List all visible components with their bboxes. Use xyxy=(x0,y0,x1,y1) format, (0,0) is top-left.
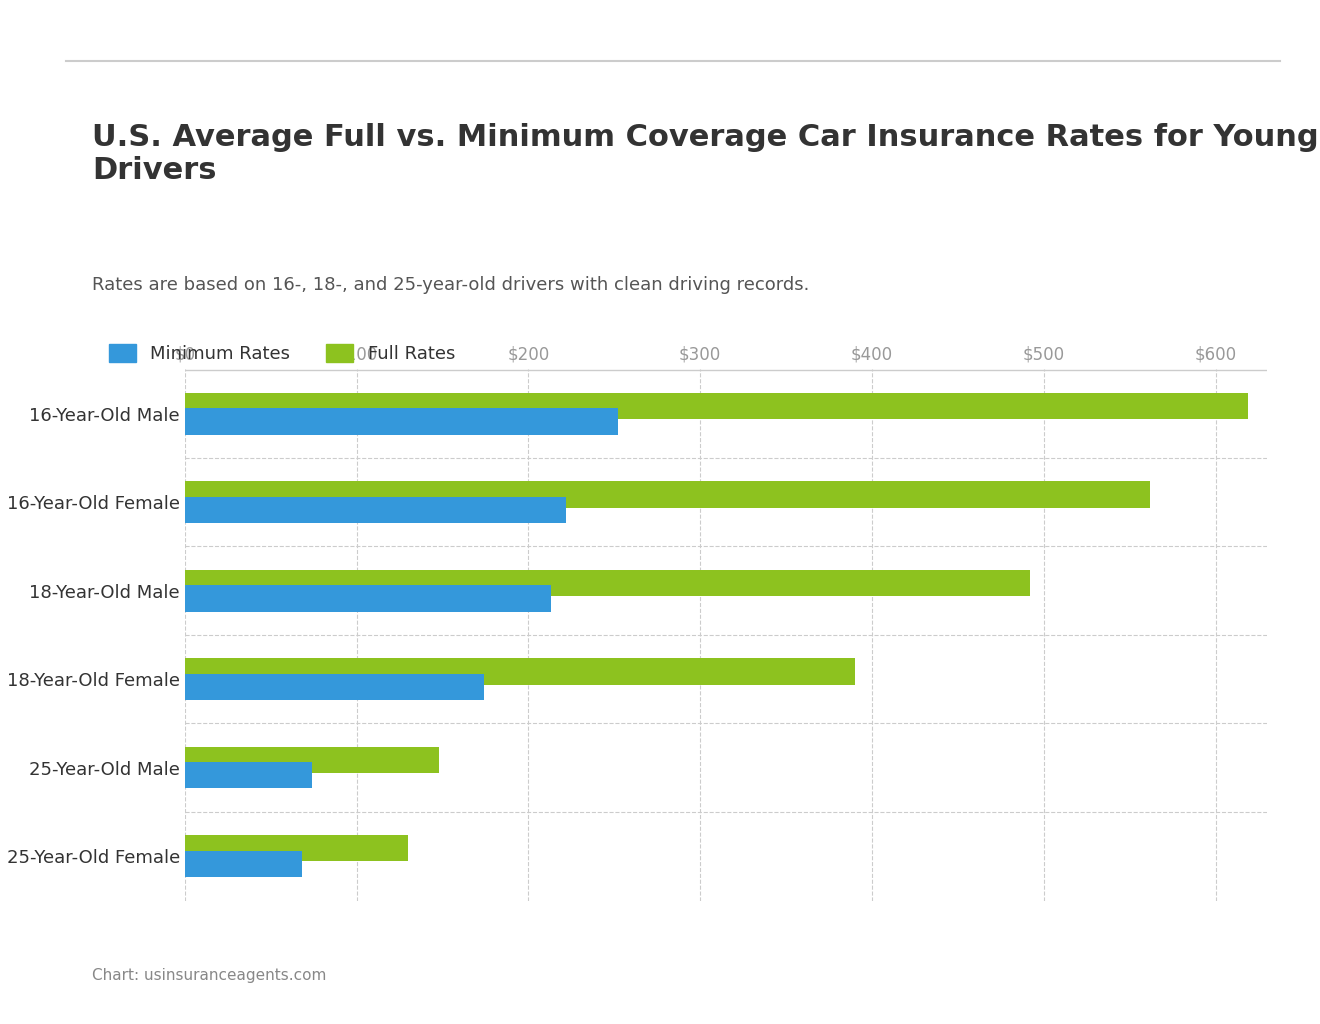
Bar xyxy=(185,658,855,684)
Bar xyxy=(185,481,1150,508)
Bar xyxy=(185,674,483,700)
Text: Chart: usinsuranceagents.com: Chart: usinsuranceagents.com xyxy=(92,968,327,983)
Text: Rates are based on 16-, 18-, and 25-year-old drivers with clean driving records.: Rates are based on 16-, 18-, and 25-year… xyxy=(92,276,809,295)
Bar xyxy=(185,497,566,523)
Bar xyxy=(185,851,302,877)
Bar xyxy=(185,762,312,788)
Bar xyxy=(185,569,1030,596)
Bar xyxy=(185,393,1249,419)
Bar xyxy=(185,586,550,611)
Legend: Minimum Rates, Full Rates: Minimum Rates, Full Rates xyxy=(102,337,462,371)
Bar xyxy=(185,409,618,434)
Bar xyxy=(185,746,440,773)
Text: U.S. Average Full vs. Minimum Coverage Car Insurance Rates for Young
Drivers: U.S. Average Full vs. Minimum Coverage C… xyxy=(92,123,1319,185)
Bar xyxy=(185,836,408,861)
